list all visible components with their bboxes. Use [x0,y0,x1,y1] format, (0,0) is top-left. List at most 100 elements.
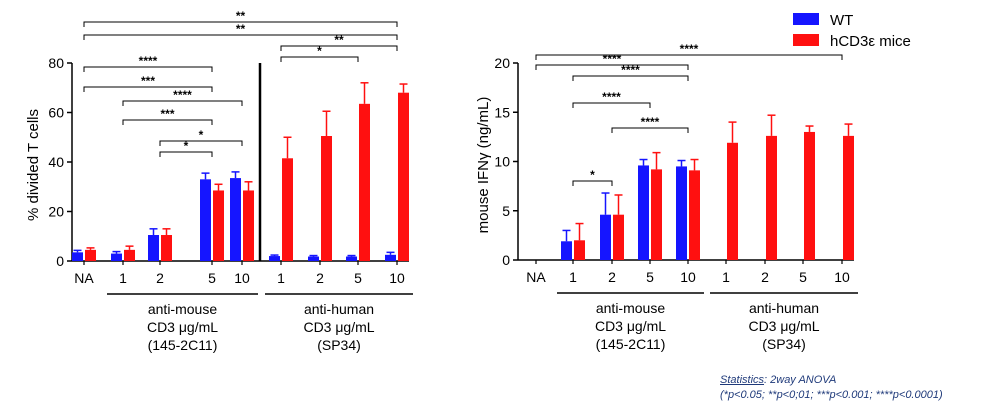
group-label-line: CD3 μg/mL [595,318,666,334]
y-tick-label: 10 [494,154,510,170]
x-tick-label: 10 [234,270,250,286]
group-label-line: (SP34) [762,336,806,352]
significance-label: ** [236,9,246,23]
significance-bracket [83,34,398,40]
legend-swatch [793,13,819,25]
chart-ifn-gamma: 0 5 10 15 20 mouse IFNγ (ng/mL) NA 1 2 5 10 1 2 5 10 an… [475,42,858,352]
bar-wt [308,256,319,261]
y-tick-label: 40 [48,154,64,170]
significance-bracket [572,102,651,108]
bar-hcd3 [766,135,777,260]
y-tick-label: 0 [502,252,510,268]
significance-label: *** [141,74,155,88]
significance-bracket [83,86,213,92]
bar-hcd3 [321,136,332,261]
group-label-line: (SP34) [317,337,361,353]
significance-label: * [590,168,595,182]
significance-label: **** [641,115,660,129]
x-tick-label: 1 [569,269,577,285]
bar-wt [561,241,572,260]
x-tick-label: 2 [608,269,616,285]
statistics-pvalues: (*p<0.05; **p<0;01; ***p<0.001; ****p<0.… [720,389,943,401]
group-label-line: CD3 μg/mL [147,319,218,335]
significance-bracket [572,180,613,186]
significance-bracket [83,21,398,27]
group-label-line: CD3 μg/mL [748,318,819,334]
bar-hcd3 [727,142,738,260]
group-label-line: anti-human [749,300,819,316]
bar-hcd3 [843,135,854,260]
bar-hcd3 [213,190,224,261]
bar-wt [638,165,649,260]
legend-swatch [793,34,819,46]
significance-label: **** [621,63,640,77]
significance-bracket [535,54,843,60]
significance-bracket [122,119,213,125]
significance-bracket [122,100,243,106]
significance-bracket [83,66,213,72]
legend: WT hCD3ε mice [793,12,911,50]
bar-wt [676,166,687,260]
bar-hcd3 [651,169,662,260]
bar-wt [148,235,159,261]
x-tick-label: 10 [680,269,696,285]
significance-label: * [317,44,322,58]
x-tick-label: NA [526,269,546,285]
x-tick-label: 1 [119,270,127,286]
bar-wt [600,214,611,260]
significance-label: **** [173,88,192,102]
significance-label: * [184,139,189,153]
bar-wt [72,252,83,261]
x-tick-label: 5 [208,270,216,286]
bar-wt [230,178,241,261]
significance-label: * [199,128,204,142]
bar-hcd3 [85,249,96,261]
y-tick-label: 5 [502,203,510,219]
group-label-line: anti-mouse [596,300,665,316]
bar-wt [200,179,211,261]
bar-hcd3 [613,214,624,260]
bar-hcd3 [574,240,585,260]
significance-label: **** [680,42,699,56]
bar-wt [269,256,280,261]
x-tick-label: 2 [156,270,164,286]
statistics-method: : 2way ANOVA [764,374,837,386]
significance-bracket [280,56,359,62]
significance-label: **** [603,52,622,66]
x-tick-label: 2 [761,269,769,285]
group-label-line: anti-mouse [148,301,217,317]
bar-hcd3 [689,170,700,260]
y-tick-label: 0 [56,253,64,269]
significance-label: **** [602,90,621,104]
group-label-line: (145-2C11) [596,336,666,352]
y-tick-label: 20 [494,55,510,71]
significance-label: ** [334,33,344,47]
statistics-label: Statistics [720,374,765,386]
y-axis-title: mouse IFNγ (ng/mL) [475,97,492,234]
bar-wt [346,256,357,261]
significance-bracket [280,45,398,51]
y-tick-label: 20 [48,204,64,220]
x-tick-label: 5 [354,270,362,286]
significance-bracket [572,75,689,81]
significance-label: ** [236,22,246,36]
bar-hcd3 [359,103,370,262]
bar-wt [111,253,122,261]
y-tick-label: 15 [494,104,510,120]
x-tick-label: 5 [646,269,654,285]
x-tick-label: 5 [799,269,807,285]
statistics-note: Statistics: 2way ANOVA (*p<0.05; **p<0;0… [720,373,995,403]
legend-label: hCD3ε mice [830,33,911,50]
significance-bracket [611,127,689,133]
group-label-line: anti-human [304,301,374,317]
significance-label: **** [139,54,158,68]
y-tick-label: 60 [48,105,64,121]
legend-label: WT [830,12,853,29]
bar-hcd3 [124,249,135,261]
significance-bracket [159,140,243,146]
significance-label: *** [160,107,174,121]
significance-bracket [535,64,689,70]
bar-hcd3 [398,92,409,261]
y-tick-label: 80 [48,55,64,71]
chart-proliferation: 0 20 40 60 80 % divided T cells NA 1 2 5 10 1 2 5 10 an… [25,9,413,353]
